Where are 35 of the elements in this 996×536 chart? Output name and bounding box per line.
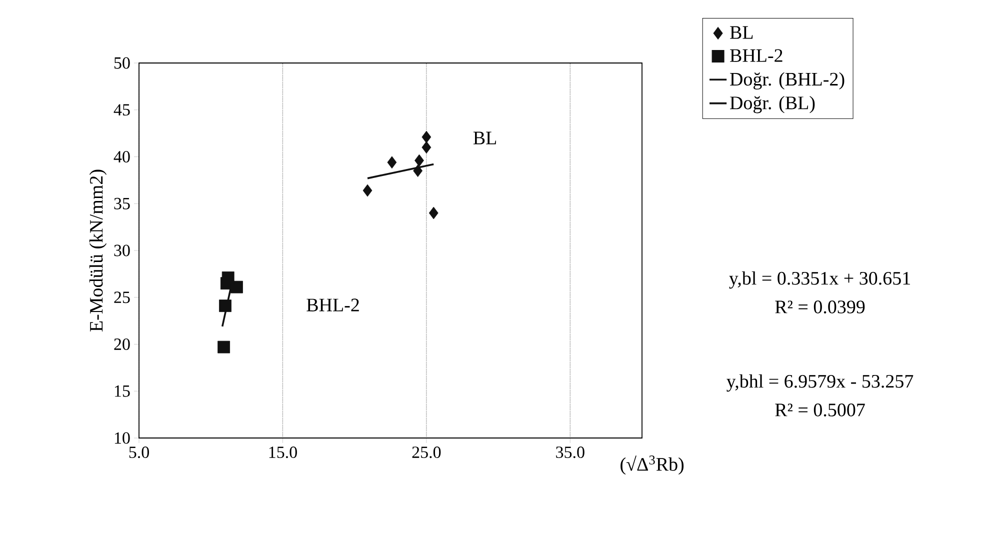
point [219,300,232,312]
y-tick-label: 10 [114,432,130,444]
point [362,184,372,197]
point [422,141,432,154]
point [428,206,438,220]
text: y,bhl = 6.9579x - 53.257 [726,374,914,392]
point [387,156,397,169]
y-tick-label: 35 [114,198,130,210]
y-tick-label: 40 [114,151,130,162]
y-tick-label: 30 [114,244,130,256]
legend-label: BL [730,26,753,39]
y-tick-label: 25 [114,292,130,304]
y-axis-title: E-Modülü (kN/mm2) [89,170,107,332]
x-tick-label: 15.0 [269,446,297,458]
y-tick-label: 45 [114,104,130,116]
annotation: BHL-2 [306,298,359,312]
y-tick-label: 20 [114,338,130,350]
x-tick-label: 25.0 [412,446,441,458]
x-axis-title: (√Δ$^{3}$Rb) [620,456,684,475]
y-tick-label: 50 [114,57,130,69]
legend-label: Doğr. (BHL-2) [730,72,844,90]
point [218,340,230,354]
legend-label: Doğr. (BL) [730,96,815,114]
point [422,130,432,144]
x-tick-label: 35.0 [556,446,584,458]
point [414,154,424,167]
text: R² = 0.5007 [775,404,865,416]
x-tick-label: 5.0 [129,446,149,458]
text: y,bl = 0.3351x + 30.651 [729,271,910,289]
point [230,280,243,294]
text: R² = 0.0399 [775,300,865,314]
y-tick-label: 15 [114,385,130,397]
legend-label: BHL-2 [730,49,782,62]
point [413,164,423,178]
annotation: BL [473,132,496,144]
